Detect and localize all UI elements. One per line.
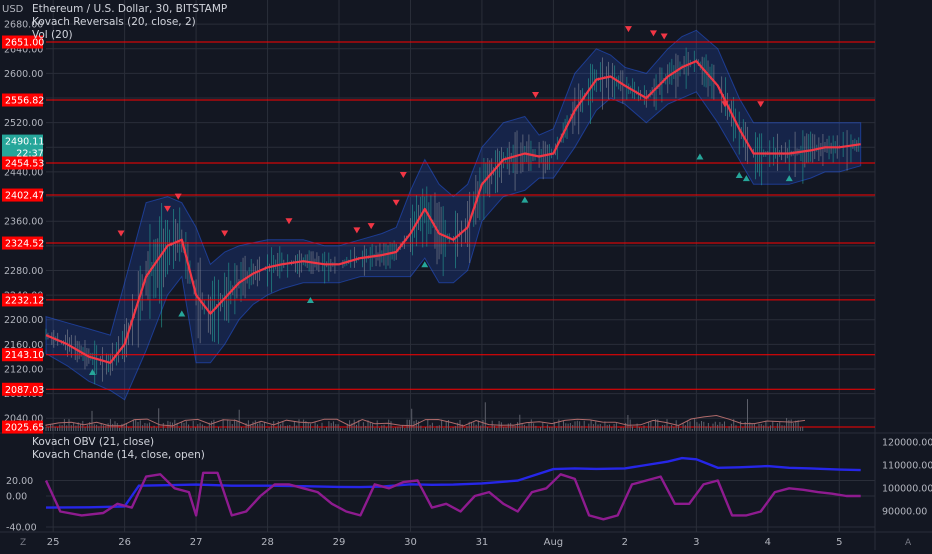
up-marker xyxy=(178,310,186,317)
oscillator-panel xyxy=(44,456,861,521)
price-axis-badge-label: 2651.00 xyxy=(5,38,44,49)
price-axis-badge xyxy=(2,420,43,434)
down-marker xyxy=(117,230,125,237)
down-marker xyxy=(757,101,765,108)
price-line xyxy=(45,60,861,364)
osc-left-tick-label: 20.00 xyxy=(6,476,33,487)
price-tick-label: 2600.00 xyxy=(4,69,43,80)
down-marker xyxy=(285,218,293,225)
price-axis-badge-label: 2087.03 xyxy=(5,385,44,396)
price-tick-label: 2120.00 xyxy=(4,364,43,375)
price-axis-badge xyxy=(2,134,43,148)
time-tick-label: 28 xyxy=(261,537,274,548)
up-marker xyxy=(88,369,96,376)
time-tick-label: 27 xyxy=(190,537,203,548)
price-axis-badge-label: 2025.65 xyxy=(5,423,44,434)
price-tick-label: 2160.00 xyxy=(4,340,43,351)
down-marker xyxy=(649,30,657,37)
price-tick-label: 2680.00 xyxy=(4,20,43,31)
osc-right-tick-label: 110000.00 xyxy=(882,461,932,472)
price-axis-badge xyxy=(2,382,43,396)
down-marker xyxy=(163,205,171,212)
price-axis-badge xyxy=(2,35,43,49)
down-marker xyxy=(221,230,229,237)
price-axis-badge xyxy=(2,188,43,202)
price-axis-badge-label: 2490.11 xyxy=(5,137,44,148)
down-marker xyxy=(624,26,632,33)
up-marker xyxy=(785,175,793,182)
down-marker xyxy=(721,101,729,108)
up-marker xyxy=(306,297,314,304)
chande-line xyxy=(44,471,861,521)
axes: 2680.002640.002600.002560.002520.002480.… xyxy=(2,20,932,548)
price-tick-label: 2440.00 xyxy=(4,167,43,178)
price-axis-badge xyxy=(2,156,43,170)
down-marker xyxy=(660,33,668,40)
volume-ma-line xyxy=(45,414,806,427)
lower-legend: Kovach OBV (21, close) Kovach Chande (14… xyxy=(32,436,205,462)
zoom-icon: Z xyxy=(20,538,26,548)
osc-right-tick-label: 100000.00 xyxy=(882,484,932,495)
time-tick-label: 26 xyxy=(118,537,131,548)
down-marker xyxy=(367,223,375,230)
price-axis-badge-label: 2454.53 xyxy=(5,158,44,169)
price-axis-badge-label: 2324.52 xyxy=(5,239,44,250)
down-marker xyxy=(392,199,400,206)
indicator-legend-chande[interactable]: Kovach Chande (14, close, open) xyxy=(32,449,205,461)
price-axis-badge-label: 2232.12 xyxy=(5,295,44,306)
time-tick-label: 29 xyxy=(333,537,346,548)
up-marker xyxy=(696,153,704,160)
down-marker xyxy=(353,227,361,234)
price-tick-label: 2640.00 xyxy=(4,44,43,55)
price-tick-label: 2280.00 xyxy=(4,266,43,277)
indicator-legend-reversals[interactable]: Kovach Reversals (20, close, 2) xyxy=(32,16,196,28)
osc-right-tick-label: 120000.00 xyxy=(882,438,932,449)
indicator-legend-obv[interactable]: Kovach OBV (21, close) xyxy=(32,436,155,448)
price-axis-badge xyxy=(2,93,43,107)
down-marker xyxy=(399,172,407,179)
up-marker xyxy=(735,172,743,179)
down-marker xyxy=(532,91,540,98)
price-tick-label: 2200.00 xyxy=(4,315,43,326)
time-tick-label: 2 xyxy=(622,537,628,548)
down-marker xyxy=(174,193,182,200)
price-axis-badge xyxy=(2,236,43,250)
up-marker xyxy=(421,261,429,268)
symbol-legend[interactable]: Ethereum / U.S. Dollar, 30, BITSTAMP xyxy=(32,3,228,15)
osc-left-tick-label: -40.00 xyxy=(6,523,37,534)
price-axis-badge-label: 2143.10 xyxy=(5,350,44,361)
price-axis-badge-label: 2556.82 xyxy=(5,96,44,107)
osc-right-tick-label: 90000.00 xyxy=(882,507,927,518)
time-tick-label: 4 xyxy=(765,537,771,548)
price-tick-label: 2360.00 xyxy=(4,217,43,228)
price-axis-badge xyxy=(2,348,43,362)
up-marker xyxy=(742,175,750,182)
time-tick-label: 5 xyxy=(836,537,842,548)
price-panel xyxy=(45,26,875,431)
price-axis-badge-label: 2402.47 xyxy=(5,191,44,202)
currency-label[interactable]: USD xyxy=(2,4,24,15)
osc-left-tick-label: 0.00 xyxy=(6,492,27,503)
envelope-band xyxy=(45,29,862,401)
auto-scale-icon: A xyxy=(905,538,912,548)
price-axis-badge xyxy=(2,293,43,307)
price-axis-badge-label: 22:37 xyxy=(16,149,43,160)
main-legend: Ethereum / U.S. Dollar, 30, BITSTAMP Kov… xyxy=(32,3,227,42)
time-tick-label: 3 xyxy=(693,537,699,548)
indicator-legend-volume[interactable]: Vol (20) xyxy=(32,29,73,41)
time-tick-label: 25 xyxy=(47,537,60,548)
time-tick-label: 30 xyxy=(404,537,417,548)
time-tick-label: Aug xyxy=(544,537,564,548)
up-marker xyxy=(521,196,529,203)
time-tick-label: 31 xyxy=(476,537,489,548)
price-axis-badge xyxy=(2,146,43,160)
price-tick-label: 2040.00 xyxy=(4,414,43,425)
price-tick-label: 2520.00 xyxy=(4,118,43,129)
